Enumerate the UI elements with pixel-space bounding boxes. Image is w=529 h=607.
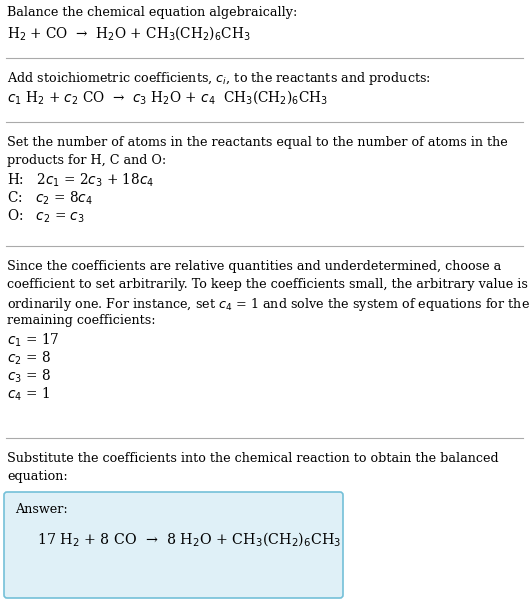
- Text: Balance the chemical equation algebraically:: Balance the chemical equation algebraica…: [7, 6, 298, 19]
- Text: H$_{2}$ + CO  →  H$_{2}$O + CH$_{3}$(CH$_{2}$)$_{6}$CH$_{3}$: H$_{2}$ + CO → H$_{2}$O + CH$_{3}$(CH$_{…: [7, 24, 251, 42]
- Text: $c_1$ H$_{2}$ + $c_2$ CO  →  $c_3$ H$_{2}$O + $c_4$  CH$_{3}$(CH$_{2}$)$_{6}$CH$: $c_1$ H$_{2}$ + $c_2$ CO → $c_3$ H$_{2}$…: [7, 88, 329, 106]
- Text: ordinarily one. For instance, set $c_4$ = 1 and solve the system of equations fo: ordinarily one. For instance, set $c_4$ …: [7, 296, 529, 313]
- Text: $c_2$ = 8: $c_2$ = 8: [7, 350, 51, 367]
- Text: Answer:: Answer:: [15, 503, 68, 516]
- Text: $c_4$ = 1: $c_4$ = 1: [7, 386, 50, 404]
- Text: Since the coefficients are relative quantities and underdetermined, choose a: Since the coefficients are relative quan…: [7, 260, 501, 273]
- Text: C:   $c_2$ = 8$c_4$: C: $c_2$ = 8$c_4$: [7, 190, 93, 208]
- Text: Set the number of atoms in the reactants equal to the number of atoms in the: Set the number of atoms in the reactants…: [7, 136, 508, 149]
- Text: equation:: equation:: [7, 470, 68, 483]
- Text: 17 H$_{2}$ + 8 CO  →  8 H$_{2}$O + CH$_{3}$(CH$_{2}$)$_{6}$CH$_{3}$: 17 H$_{2}$ + 8 CO → 8 H$_{2}$O + CH$_{3}…: [37, 530, 341, 548]
- Text: Substitute the coefficients into the chemical reaction to obtain the balanced: Substitute the coefficients into the che…: [7, 452, 499, 465]
- Text: $c_1$ = 17: $c_1$ = 17: [7, 332, 60, 350]
- Text: H:   2$c_1$ = 2$c_3$ + 18$c_4$: H: 2$c_1$ = 2$c_3$ + 18$c_4$: [7, 172, 154, 189]
- Text: coefficient to set arbitrarily. To keep the coefficients small, the arbitrary va: coefficient to set arbitrarily. To keep …: [7, 278, 528, 291]
- Text: Add stoichiometric coefficients, $c_i$, to the reactants and products:: Add stoichiometric coefficients, $c_i$, …: [7, 70, 431, 87]
- Text: O:   $c_2$ = $c_3$: O: $c_2$ = $c_3$: [7, 208, 85, 225]
- Text: products for H, C and O:: products for H, C and O:: [7, 154, 167, 167]
- FancyBboxPatch shape: [4, 492, 343, 598]
- Text: $c_3$ = 8: $c_3$ = 8: [7, 368, 51, 385]
- Text: remaining coefficients:: remaining coefficients:: [7, 314, 156, 327]
